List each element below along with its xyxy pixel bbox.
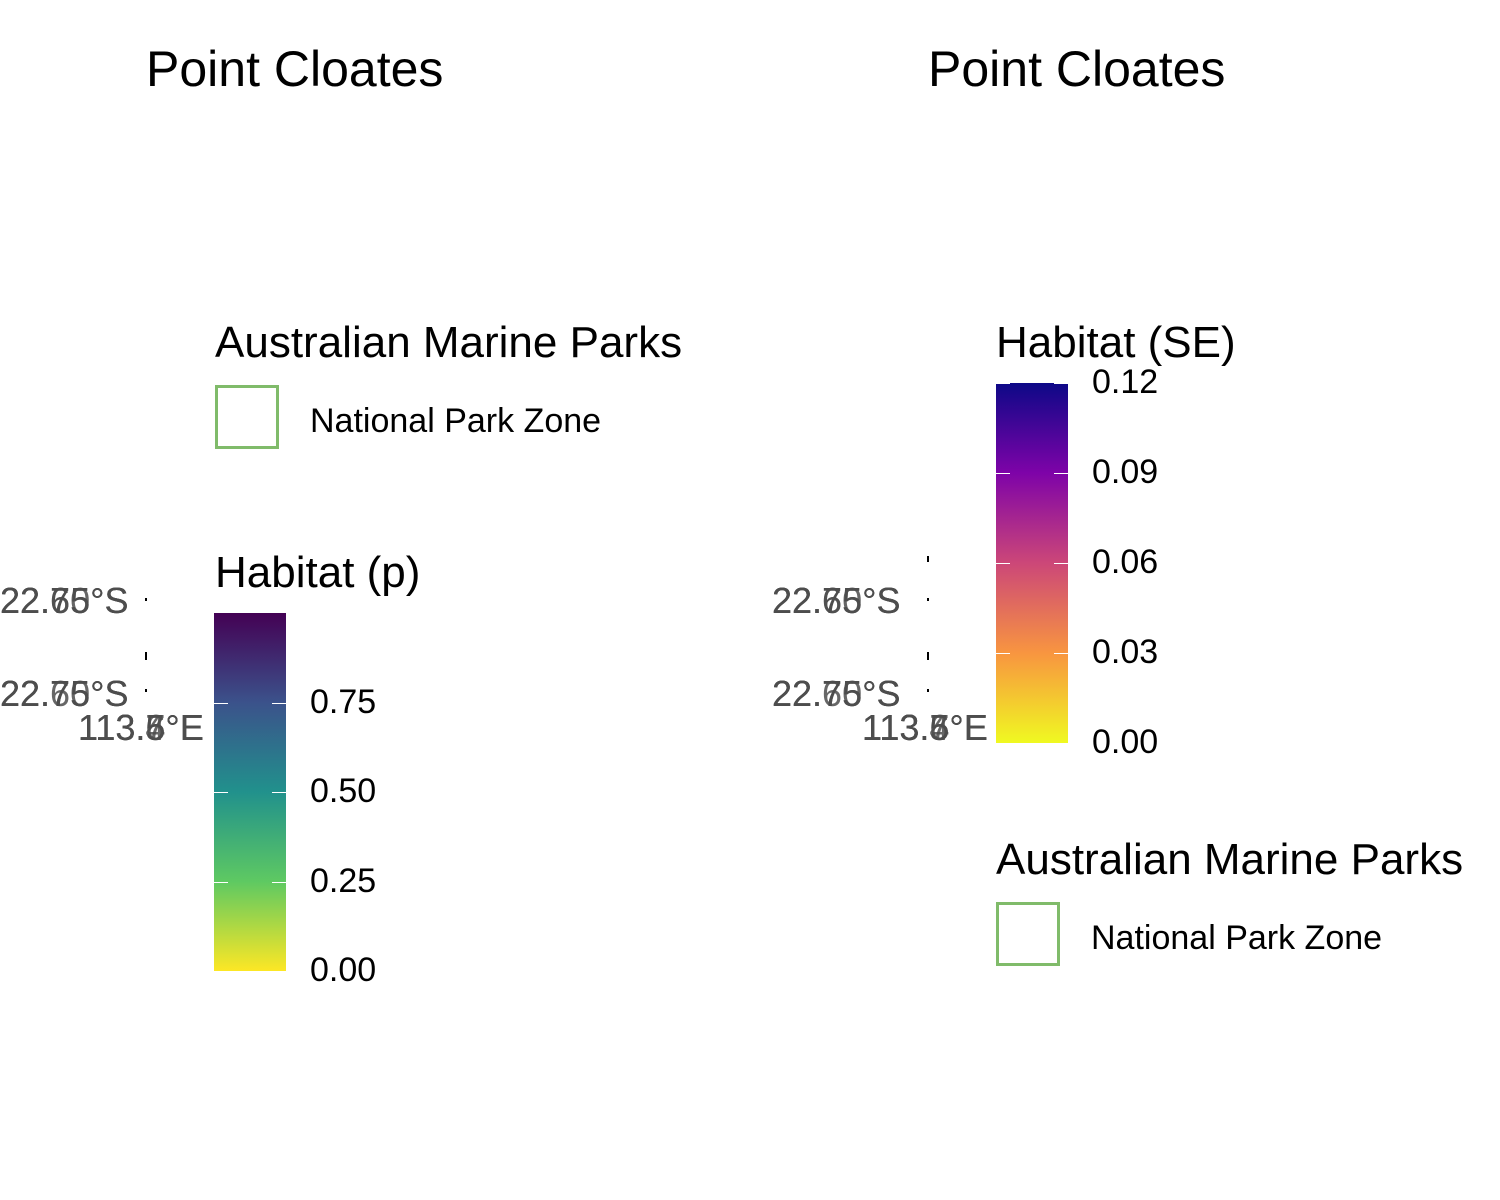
colorbar-tick-label: 0.25 [310, 861, 377, 900]
colorbar-tick-label: 0.75 [310, 682, 377, 721]
colorbar-tick-mark [1054, 563, 1068, 564]
lat-label: 22.65°S [0, 673, 129, 714]
colorbar-tick-mark [1054, 383, 1068, 384]
colorbar-title: Habitat (SE) [996, 318, 1236, 367]
map-fragment [927, 598, 929, 601]
national-park-zone-label: National Park Zone [310, 402, 602, 440]
map-fragment [145, 652, 147, 660]
panel-title: Point Cloates [146, 41, 444, 97]
colorbar-tick-mark [996, 563, 1010, 564]
lon-label: 113.7°E [862, 707, 988, 748]
lon-label: 113.4°E [862, 707, 988, 748]
colorbar-tick-label: 0.09 [1092, 453, 1159, 491]
lat-label: 22.75°S [0, 580, 129, 621]
colorbar-tick-mark [996, 473, 1010, 474]
lat-label: 22.75°S [0, 673, 129, 714]
lon-label: 113.5°E [78, 707, 204, 748]
colorbar-tick-mark [214, 792, 228, 793]
colorbar-tick-mark [996, 743, 1010, 744]
national-park-zone-key [996, 902, 1060, 966]
lon-label: 113.6°E [862, 707, 988, 748]
colorbar-tick-label: 0.12 [1092, 363, 1159, 401]
colorbar-tick-mark [1054, 743, 1068, 744]
colorbar-tick-mark [272, 792, 286, 793]
lat-label: 22.65°S [772, 580, 901, 621]
map-fragment [927, 556, 929, 562]
map-fragment [145, 689, 147, 692]
colorbar-tick-label: 0.00 [1092, 723, 1159, 761]
amp-legend-title: Australian Marine Parks [215, 318, 683, 367]
map-panel-habitat-se: Point Cloates 22.75°S 22.60°S 22.65°S 22… [772, 0, 1500, 1200]
lon-label: 113.7°E [78, 707, 204, 748]
lon-label: 113.4°E [78, 707, 204, 748]
map-fragment [927, 652, 929, 660]
colorbar-tick-mark [272, 702, 286, 704]
lat-label: 22.75°S [772, 580, 901, 621]
colorbar-tick-mark [996, 653, 1010, 654]
colorbar-tick-label: 0.03 [1092, 633, 1159, 671]
colorbar-title: Habitat (p) [215, 548, 421, 597]
lat-label: 22.60°S [772, 580, 901, 621]
national-park-zone-key [215, 385, 279, 449]
colorbar-tick-mark [214, 702, 228, 704]
colorbar-tick-mark [214, 971, 228, 972]
colorbar-tick-mark [272, 881, 286, 883]
lat-label: 22.75°S [772, 673, 901, 714]
colorbar-tick-label: 0.50 [310, 772, 377, 810]
colorbar-tick-label: 0.06 [1092, 543, 1159, 581]
lat-label: 22.60°S [0, 580, 129, 621]
map-panel-habitat-p: Point Cloates 22.75°S 22.60°S 22.65°S 22… [0, 41, 683, 989]
colorbar-tick-mark [996, 383, 1010, 384]
lat-label: 22.70°S [772, 673, 901, 714]
colorbar-tick-mark [1054, 473, 1068, 474]
lat-label: 22.65°S [0, 580, 129, 621]
colorbar-tick-mark [272, 971, 286, 972]
colorbar-tick-mark [214, 881, 228, 883]
lat-label: 22.70°S [0, 673, 129, 714]
map-fragment [145, 598, 147, 601]
colorbar-tick-label: 0.00 [310, 951, 377, 989]
national-park-zone-label: National Park Zone [1091, 919, 1383, 957]
lat-label: 22.65°S [772, 673, 901, 714]
panel-title: Point Cloates [928, 41, 1226, 97]
colorbar-tick-mark [1054, 653, 1068, 654]
lon-label: 113.5°E [862, 707, 988, 748]
map-fragment [927, 689, 929, 692]
amp-legend-title: Australian Marine Parks [996, 835, 1464, 884]
lon-label: 113.6°E [78, 707, 204, 748]
